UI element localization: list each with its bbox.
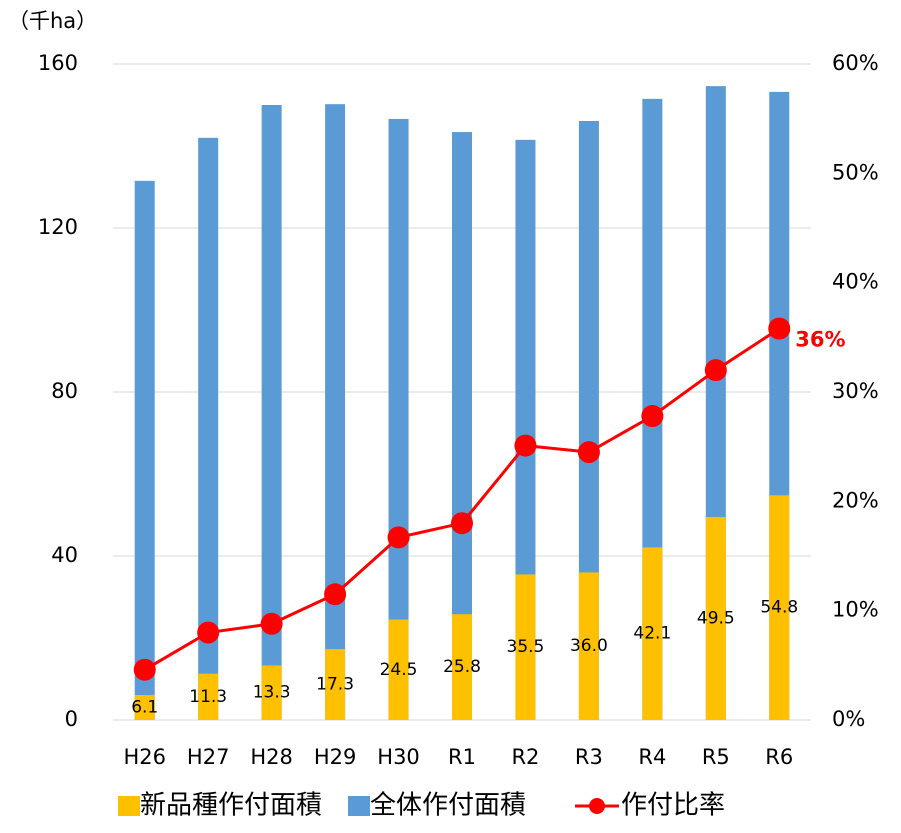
y2-tick-label: 30%	[832, 379, 879, 403]
x-tick-label: H29	[314, 745, 357, 769]
bar	[515, 574, 536, 720]
y2-tick-label: 10%	[832, 598, 879, 622]
bar	[261, 105, 282, 720]
y2-tick-label: 50%	[832, 160, 879, 184]
line-marker	[768, 317, 791, 340]
x-tick-label: H28	[250, 745, 293, 769]
x-tick-label: H26	[123, 745, 166, 769]
x-tick-label: R2	[511, 745, 539, 769]
y2-tick-label: 40%	[832, 270, 879, 294]
y-tick-label: 160	[38, 51, 78, 75]
legend-swatch	[348, 796, 370, 816]
data-label: 17.3	[316, 675, 354, 695]
legend-label: 新品種作付面積	[140, 791, 322, 821]
legend-label: 作付比率	[621, 791, 725, 821]
bar	[388, 118, 409, 720]
bar	[198, 673, 219, 720]
y2-tick-label: 60%	[832, 51, 879, 75]
y-tick-label: 120	[38, 215, 78, 239]
line-marker	[197, 621, 220, 644]
y-tick-label: 40	[51, 543, 78, 567]
line-marker	[641, 405, 664, 428]
legend-swatch	[118, 796, 140, 816]
bar	[134, 694, 155, 720]
y2-tick-label: 20%	[832, 488, 879, 512]
bar	[642, 547, 663, 720]
line-marker	[133, 658, 156, 681]
bar	[325, 649, 346, 720]
bar	[134, 180, 155, 721]
line-marker	[704, 359, 727, 382]
data-label: 42.1	[633, 624, 671, 644]
line-marker	[514, 434, 537, 457]
bar	[388, 619, 409, 720]
x-tick-label: H30	[377, 745, 420, 769]
x-tick-label: R1	[448, 745, 476, 769]
data-label: 54.8	[760, 598, 798, 618]
x-tick-label: R6	[765, 745, 793, 769]
legend-swatch-marker	[589, 798, 605, 814]
data-label: 11.3	[189, 687, 227, 707]
annotation: 36%	[795, 328, 845, 352]
bar	[769, 495, 790, 720]
line-marker	[260, 612, 283, 635]
bar	[452, 132, 472, 720]
x-tick-label: R4	[638, 745, 666, 769]
data-label: 49.5	[697, 609, 735, 629]
line-marker	[387, 526, 410, 549]
data-label: 6.1	[131, 697, 158, 717]
y-tick-label: 80	[51, 379, 78, 403]
x-tick-label: R3	[575, 745, 603, 769]
data-label: 25.8	[443, 657, 481, 677]
data-label: 36.0	[570, 636, 608, 656]
x-tick-label: R5	[702, 745, 730, 769]
line-marker	[324, 583, 347, 606]
data-label: 35.5	[507, 637, 545, 657]
bar	[198, 137, 219, 721]
x-tick-label: H27	[187, 745, 230, 769]
legend-label: 全体作付面積	[370, 791, 526, 821]
data-label: 13.3	[253, 683, 291, 703]
bar	[578, 572, 599, 720]
line-marker	[577, 441, 600, 464]
bar	[325, 104, 346, 721]
bar	[578, 120, 599, 721]
bar	[705, 517, 726, 720]
line-marker	[451, 512, 473, 535]
y-unit-label: （千ha）	[8, 9, 97, 33]
y-tick-label: 0	[65, 707, 78, 731]
data-label: 24.5	[380, 660, 418, 680]
bar	[452, 614, 472, 720]
y2-tick-label: 0%	[832, 707, 865, 731]
bar	[261, 665, 282, 720]
